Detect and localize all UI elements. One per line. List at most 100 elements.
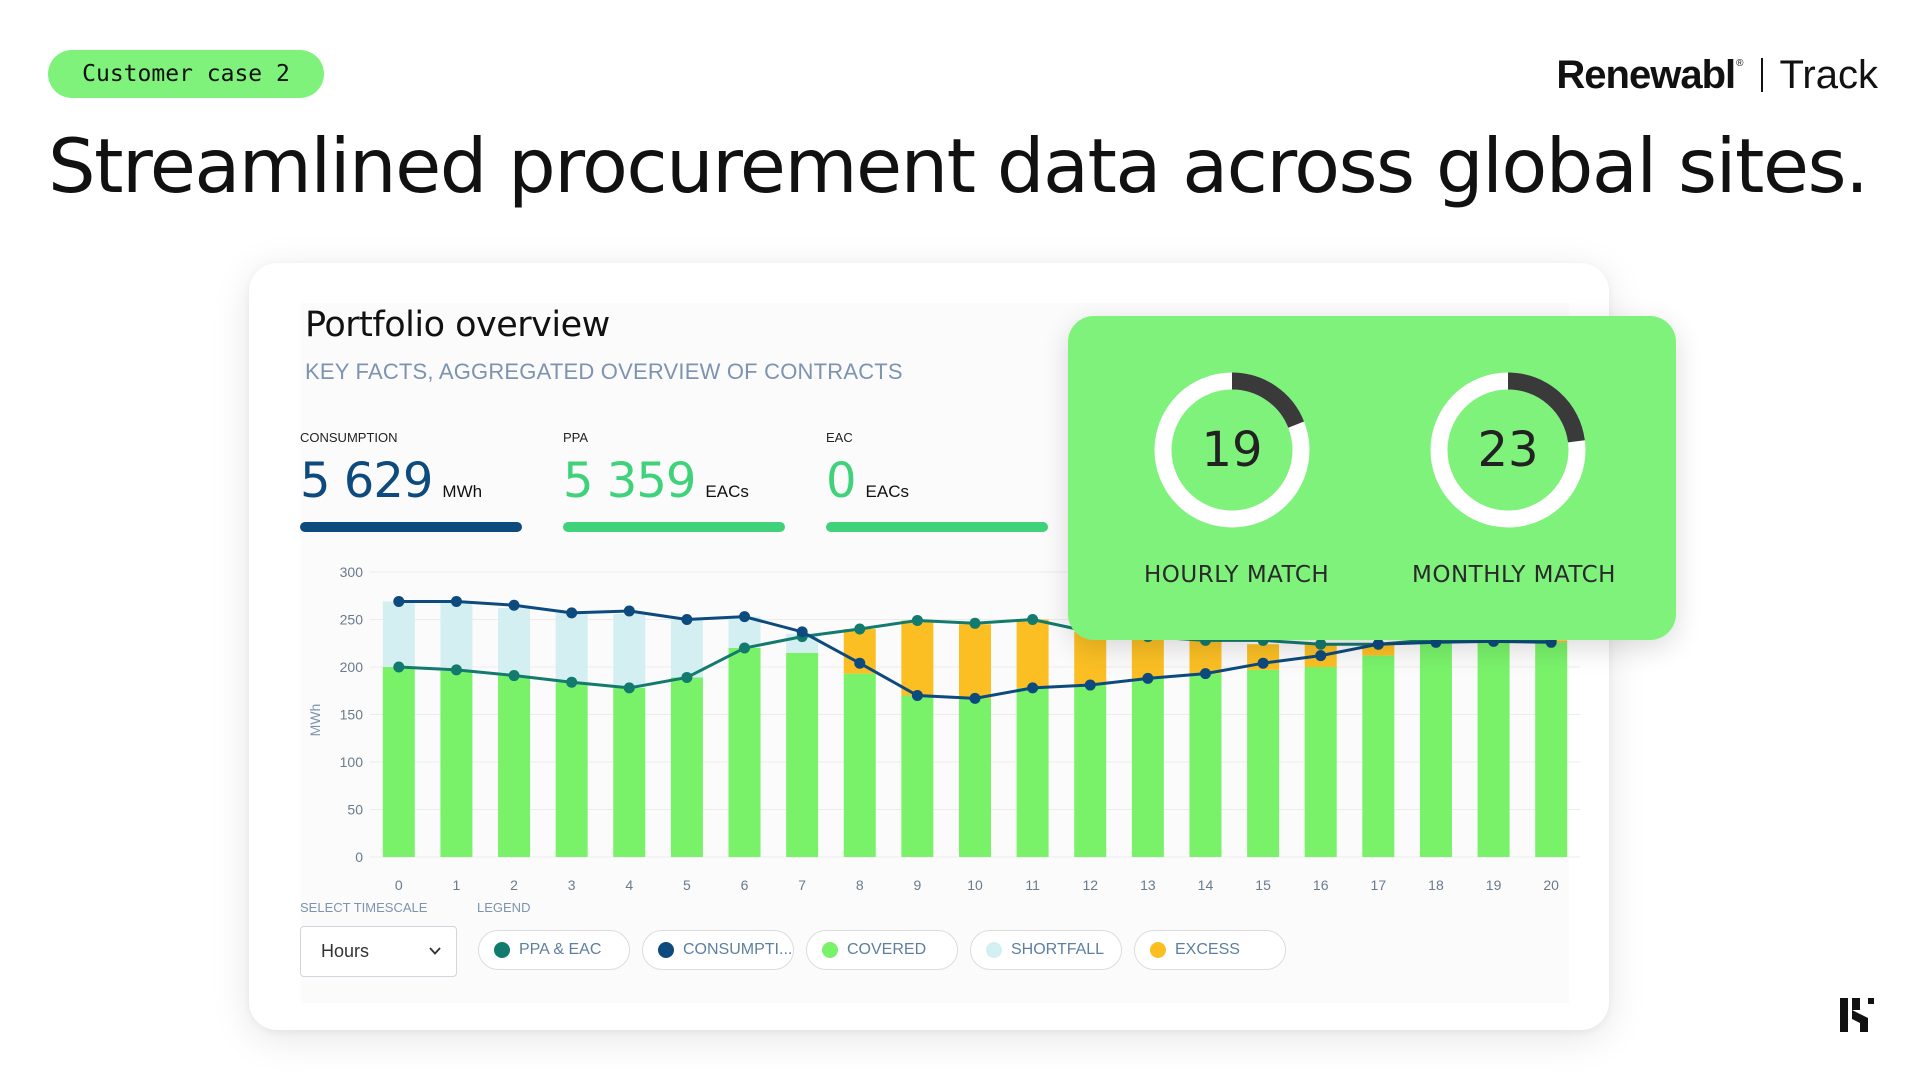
y-tick-label: 0 xyxy=(355,849,363,865)
legend-item-excess[interactable]: EXCESS xyxy=(1134,930,1286,970)
covered-bar xyxy=(1535,642,1568,857)
x-tick-label: 3 xyxy=(568,877,576,893)
x-tick-label: 0 xyxy=(395,877,403,893)
consumption-point xyxy=(911,690,923,701)
ppa-eac-point xyxy=(450,664,462,676)
ppa-eac-point xyxy=(1315,638,1327,650)
covered-bar xyxy=(728,648,761,857)
shortfall-bar xyxy=(382,601,415,667)
stat-eac: EAC 0 EACs xyxy=(826,430,1048,532)
stat-ppa: PPA 5 359 EACs xyxy=(563,430,785,532)
consumption-point xyxy=(1084,679,1096,691)
x-tick-label: 13 xyxy=(1140,877,1156,893)
gauge-progress xyxy=(1507,372,1585,443)
brand-product: Track xyxy=(1779,52,1878,97)
monthly-match-gauge xyxy=(1430,372,1586,528)
brand-logo: Renewabl ® Track xyxy=(1556,52,1878,98)
x-tick-label: 16 xyxy=(1313,877,1329,893)
stat-ppa-label: PPA xyxy=(563,430,589,445)
stat-ppa-bar xyxy=(563,522,785,532)
covered-bar xyxy=(613,687,646,857)
covered-bar xyxy=(1362,655,1395,857)
legend-item-label: PPA & EAC xyxy=(519,941,602,958)
legend-item-covered[interactable]: COVERED xyxy=(806,930,958,970)
timescale-value: Hours xyxy=(321,941,370,961)
y-tick-label: 50 xyxy=(347,802,363,818)
x-tick-label: 10 xyxy=(967,877,983,893)
legend-item-label: CONSUMPTI... xyxy=(683,941,793,958)
covered-bar xyxy=(1074,685,1107,857)
shortfall-bar xyxy=(555,612,588,683)
consumption-point xyxy=(1142,672,1154,684)
covered-bar xyxy=(1016,687,1049,857)
ppa-eac-point xyxy=(393,661,405,673)
legend-item-label: EXCESS xyxy=(1175,941,1240,958)
stat-consumption: CONSUMPTION 5 629 MWh xyxy=(300,430,522,532)
excess-bar xyxy=(1016,619,1049,688)
covered-bar xyxy=(382,667,415,857)
x-tick-label: 7 xyxy=(798,877,806,893)
shortfall-bar xyxy=(440,601,473,671)
consumption-point xyxy=(1027,682,1039,694)
x-tick-label: 9 xyxy=(913,877,921,893)
chevron-down-icon xyxy=(429,947,441,955)
x-tick-label: 5 xyxy=(683,877,691,893)
consumption-point xyxy=(1372,638,1384,650)
covered-bar xyxy=(843,673,876,857)
x-tick-label: 8 xyxy=(856,877,864,893)
y-tick-label: 300 xyxy=(340,564,364,580)
shortfall-bar xyxy=(498,608,531,676)
ppa-eac-point xyxy=(508,670,520,682)
match-card: 19 HOURLY MATCH 23 MONTHLY MATCH xyxy=(1068,316,1676,640)
consumption-point xyxy=(450,595,462,607)
ppa-eac-point xyxy=(681,671,693,683)
gauge-progress xyxy=(1231,372,1305,429)
x-tick-label: 11 xyxy=(1025,877,1040,893)
ppa-eac-point xyxy=(911,614,923,626)
y-tick-label: 150 xyxy=(340,707,364,723)
covered-bar xyxy=(959,698,991,857)
customer-case-tag: Customer case 2 xyxy=(48,50,324,98)
legend-item-ppa-eac[interactable]: PPA & EAC xyxy=(478,930,630,970)
ppa-eac-point xyxy=(623,682,635,694)
excess-bar xyxy=(1189,640,1222,674)
ppa-eac-point xyxy=(969,617,981,629)
legend-item-shortfall[interactable]: SHORTFALL xyxy=(970,930,1122,970)
consumption-point xyxy=(681,614,693,625)
consumption-point xyxy=(796,626,808,638)
x-tick-label: 20 xyxy=(1543,877,1559,893)
shortfall-bar xyxy=(670,619,703,678)
covered-dot-icon xyxy=(822,942,838,958)
brand-divider xyxy=(1761,58,1764,92)
shortfall-bar xyxy=(613,613,646,688)
hourly-match-value: 19 xyxy=(1201,422,1263,478)
consumption-point xyxy=(739,611,751,623)
customer-case-label: Customer case 2 xyxy=(82,61,290,87)
x-tick-label: 4 xyxy=(625,877,633,893)
covered-bar xyxy=(1304,667,1337,857)
consumption-point xyxy=(566,607,578,619)
ppa-eac-point xyxy=(566,676,578,688)
x-tick-label: 19 xyxy=(1486,877,1502,893)
timescale-select[interactable]: Hours xyxy=(300,926,457,977)
covered-bar xyxy=(440,670,473,857)
excess-dot-icon xyxy=(1150,942,1166,958)
consumption-point xyxy=(623,605,635,617)
legend-item-consumption[interactable]: CONSUMPTI... xyxy=(642,930,794,970)
ppa-eac-dot-icon xyxy=(494,942,510,958)
stat-ppa-value: 5 359 xyxy=(563,453,696,509)
x-tick-label: 2 xyxy=(510,877,518,893)
portfolio-overview-subtitle: KEY FACTS, AGGREGATED OVERVIEW OF CONTRA… xyxy=(305,359,903,384)
consumption-point xyxy=(1257,657,1269,669)
legend-item-label: COVERED xyxy=(847,941,927,958)
stat-eac-unit: EACs xyxy=(865,482,910,501)
monthly-match-value: 23 xyxy=(1477,422,1539,478)
brand-registered-mark: ® xyxy=(1736,57,1744,69)
covered-bar xyxy=(555,682,588,857)
stat-consumption-bar xyxy=(300,522,522,532)
excess-bar xyxy=(1074,631,1107,686)
ppa-eac-point xyxy=(854,623,866,635)
excess-bar xyxy=(1131,636,1164,679)
stat-consumption-value: 5 629 xyxy=(300,453,433,509)
hourly-match-gauge xyxy=(1154,372,1310,528)
